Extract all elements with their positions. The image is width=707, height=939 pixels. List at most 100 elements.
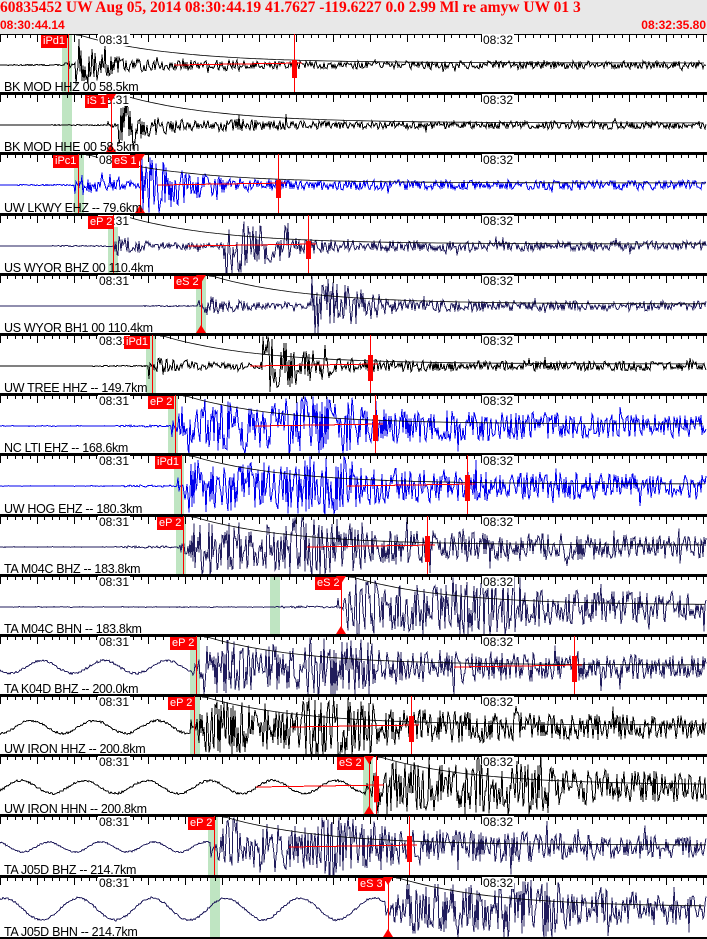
pick-line[interactable] xyxy=(175,395,176,454)
pick-line[interactable] xyxy=(111,94,112,153)
pick-marker-triangle xyxy=(336,625,346,634)
trace-row[interactable]: 08:31 08:32 eS 2 US WYOR BH1 00 110.4km xyxy=(0,274,707,335)
pick-line[interactable] xyxy=(68,34,69,93)
pick-label[interactable]: eP 2 xyxy=(168,697,195,711)
axis-label-0831: 08:31 xyxy=(98,334,131,348)
trace-row[interactable]: 08:31 08:32 iPd1 UW TREE HHZ -- 149.7km xyxy=(0,334,707,396)
waveform xyxy=(0,877,707,937)
pick-label[interactable]: eP 2 xyxy=(157,516,184,530)
channel-label: TA J05D BHZ -- 214.7km xyxy=(4,862,137,877)
amplitude-marker-box[interactable] xyxy=(425,535,430,562)
axis-label-0831: 08:31 xyxy=(98,515,131,529)
amplitude-marker-box[interactable] xyxy=(368,354,373,381)
pick-label[interactable]: iS 1 xyxy=(85,95,108,109)
pick-marker-triangle xyxy=(383,876,393,885)
trace-row[interactable]: 08:31 08:32 iPd1 UW HOG EHZ -- 180.3km xyxy=(0,455,707,516)
axis-label-0831: 08:31 xyxy=(98,455,131,469)
axis-label-0832: 08:32 xyxy=(482,575,515,589)
waveform xyxy=(0,215,707,273)
pick-label[interactable]: eP 2 xyxy=(188,817,215,831)
pick-marker-triangle xyxy=(364,756,374,765)
amplitude-marker-box[interactable] xyxy=(306,240,311,259)
pick-label[interactable]: eS 2 xyxy=(337,757,364,771)
trace-row[interactable]: 08:31 08:32 eP 2 TA K04D BHZ -- 200.0km xyxy=(0,635,707,697)
trace-row[interactable]: 08:31 08:32 eP 2 TA M04C BHZ -- 183.8km xyxy=(0,515,707,576)
amplitude-marker-box[interactable] xyxy=(276,180,281,199)
pick-uncertainty-band xyxy=(270,575,280,634)
channel-label: UW IRON HHN -- 200.8km xyxy=(4,802,147,817)
waveform xyxy=(0,395,707,454)
pick-line[interactable] xyxy=(201,274,202,333)
trace-row[interactable]: 08:31 08:32 eS 2 TA M04C BHN -- 183.8km xyxy=(0,575,707,636)
trace-row[interactable]: 08:31 08:32 eP 2 UW IRON HHZ -- 200.8km xyxy=(0,696,707,757)
axis-label-0831: 08:31 xyxy=(98,274,131,288)
trace-row[interactable]: 08:31 08:32 eS 2 UW IRON HHN -- 200.8km xyxy=(0,756,707,817)
amplitude-marker-box[interactable] xyxy=(407,836,412,863)
axis-label-0832: 08:32 xyxy=(482,515,515,529)
amplitude-marker-box[interactable] xyxy=(373,415,378,442)
pick-marker-triangle xyxy=(135,204,145,213)
trace-row[interactable]: 08:31 08:32 iPd1 BK MOD HHZ 00 58.5km xyxy=(0,34,707,95)
pick-line[interactable] xyxy=(183,515,184,574)
pick-marker-triangle xyxy=(383,928,393,937)
amplitude-marker-box[interactable] xyxy=(409,716,414,743)
channel-label: UW IRON HHZ -- 200.8km xyxy=(4,742,146,757)
seismogram-trace-panel[interactable]: 08:31 08:32 iPd1 BK MOD HHZ 00 58.5km 08:31 0… xyxy=(0,34,707,939)
pick-label[interactable]: eP 2 xyxy=(148,396,175,410)
axis-label-0832: 08:32 xyxy=(482,274,515,288)
waveform xyxy=(0,34,707,92)
pick-label[interactable]: eS 2 xyxy=(174,275,201,289)
pick-line[interactable] xyxy=(113,214,114,273)
waveform xyxy=(0,275,707,333)
header-banner: 60835452 UW Aug 05, 2014 08:30:44.19 41.… xyxy=(0,0,707,34)
pick-label[interactable]: iPd1 xyxy=(124,335,151,349)
pick-line[interactable] xyxy=(388,876,389,937)
time-axis xyxy=(0,214,707,224)
pick-line[interactable] xyxy=(181,455,182,514)
time-axis xyxy=(0,756,707,765)
pick-label[interactable]: eS 2 xyxy=(315,576,342,590)
waveform xyxy=(0,816,707,875)
pick-uncertainty-band xyxy=(74,154,84,213)
axis-label-0832: 08:32 xyxy=(482,34,515,47)
trace-row[interactable]: 08:31 08:32 iS 1 BK MOD HHE 00 58.5km xyxy=(0,94,707,155)
time-axis xyxy=(0,395,707,404)
waveform xyxy=(0,636,707,695)
pick-label[interactable]: iPd1 xyxy=(41,35,68,48)
waveform xyxy=(0,696,707,755)
channel-label: TA M04C BHN -- 183.8km xyxy=(4,621,142,636)
axis-label-0832: 08:32 xyxy=(482,876,515,890)
pick-line[interactable] xyxy=(369,756,370,815)
amplitude-marker-box[interactable] xyxy=(465,475,470,502)
pick-line[interactable] xyxy=(78,154,79,213)
pick-label[interactable]: eS 1 xyxy=(112,155,139,169)
pick-label[interactable]: eP 2 xyxy=(88,215,115,229)
pick-label[interactable]: iPc1 xyxy=(53,155,79,169)
channel-label: UW TREE HHZ -- 149.7km xyxy=(4,381,148,396)
pick-marker-triangle xyxy=(364,806,374,815)
pick-uncertainty-band xyxy=(62,94,72,153)
pick-label[interactable]: iPd1 xyxy=(155,456,182,470)
pick-line[interactable] xyxy=(152,334,153,394)
pick-line[interactable] xyxy=(341,575,342,634)
pick-marker-triangle xyxy=(336,575,346,584)
axis-label-0832: 08:32 xyxy=(482,455,515,469)
pick-label[interactable]: eP 2 xyxy=(170,636,197,650)
amplitude-marker-box[interactable] xyxy=(374,776,379,803)
trace-row[interactable]: 08:31 08:32 eP 2 NC LTI EHZ -- 168.6km xyxy=(0,395,707,456)
amplitude-marker-box[interactable] xyxy=(572,655,577,682)
pick-label[interactable]: eS 3 xyxy=(358,877,385,891)
pick-line[interactable] xyxy=(194,696,195,755)
amplitude-marker-box[interactable] xyxy=(292,60,297,78)
pick-marker-triangle xyxy=(196,324,206,333)
trace-row[interactable]: 08:31 08:32 eP 2 TA J05D BHZ -- 214.7km xyxy=(0,816,707,877)
axis-label-0831: 08:31 xyxy=(98,696,131,710)
pick-line[interactable] xyxy=(214,816,215,875)
channel-label: US WYOR BH1 00 110.4km xyxy=(4,320,153,335)
channel-label: UW LKWY EHZ -- 79.6km xyxy=(4,200,142,215)
pick-line[interactable] xyxy=(140,154,141,213)
trace-row[interactable]: 08:31 08:32 eS 3 TA J05D BHN -- 214.7km xyxy=(0,876,707,939)
pick-line[interactable] xyxy=(196,635,197,695)
